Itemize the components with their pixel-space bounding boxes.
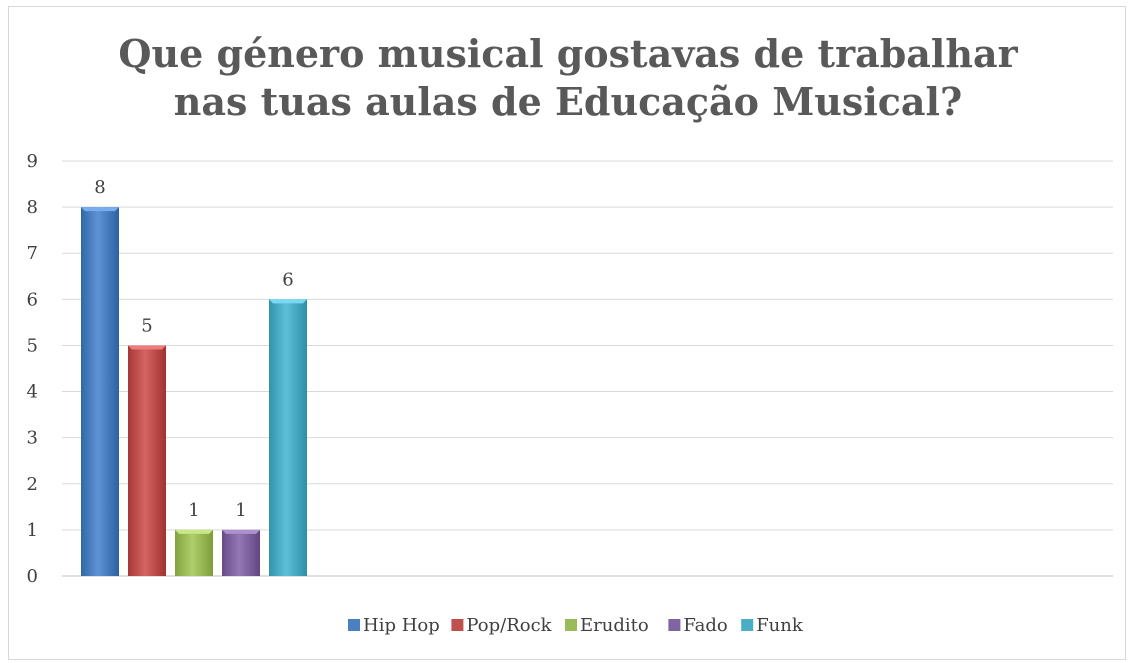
legend-label: Funk: [756, 615, 804, 636]
y-axis: 0 1 2 3 4 5 6 7 8 9: [27, 151, 38, 587]
bar-fado: [222, 529, 260, 576]
data-label: 8: [94, 177, 105, 198]
y-tick-label: 7: [27, 243, 38, 264]
data-label: 1: [235, 500, 246, 521]
legend-swatch: [741, 619, 754, 631]
legend-swatch: [668, 619, 681, 631]
y-tick-label: 5: [27, 335, 38, 356]
bar-top-bevel: [175, 529, 213, 534]
y-tick-label: 4: [27, 382, 38, 403]
y-tick-label: 8: [27, 197, 38, 218]
bar-funk: [269, 299, 307, 576]
y-tick-label: 1: [27, 520, 38, 541]
y-tick-label: 6: [27, 289, 38, 310]
legend-item: Pop/Rock: [451, 615, 553, 636]
legend: Hip Hop Pop/Rock Erudito Fado Funk: [348, 615, 804, 636]
legend-label: Pop/Rock: [466, 615, 552, 636]
legend-swatch: [451, 619, 464, 631]
data-label: 6: [282, 269, 293, 290]
chart-title: Que género musical gostavas de trabalhar…: [0, 30, 1136, 126]
chart-title-line-1: Que género musical gostavas de trabalhar: [118, 31, 1018, 76]
legend-label: Hip Hop: [363, 615, 440, 636]
y-tick-label: 2: [27, 474, 38, 495]
bar-pop-rock: [128, 345, 166, 576]
gridlines: [62, 160, 1113, 577]
bars: [81, 207, 307, 576]
bar-hip-hop: [81, 207, 119, 576]
data-label: 5: [141, 315, 152, 336]
legend-item: Funk: [741, 615, 804, 636]
legend-swatch: [348, 619, 360, 631]
legend-label: Fado: [683, 615, 727, 636]
data-label: 1: [188, 500, 199, 521]
chart-title-line-2: nas tuas aulas de Educação Musical?: [173, 79, 963, 124]
y-tick-label: 0: [27, 566, 38, 587]
bar-top-bevel: [128, 345, 166, 350]
legend-item: Fado: [668, 615, 728, 636]
data-labels: 8 5 1 1 6: [94, 177, 293, 521]
legend-item: Hip Hop: [348, 615, 440, 636]
legend-label: Erudito: [580, 615, 649, 636]
legend-item: Erudito: [565, 615, 649, 636]
y-tick-label: 9: [27, 151, 38, 172]
bar-top-bevel: [269, 299, 307, 304]
bar-top-bevel: [81, 207, 119, 212]
legend-swatch: [565, 619, 577, 631]
bar-top-bevel: [222, 529, 260, 534]
bar-erudito: [175, 529, 213, 576]
y-tick-label: 3: [27, 428, 38, 449]
